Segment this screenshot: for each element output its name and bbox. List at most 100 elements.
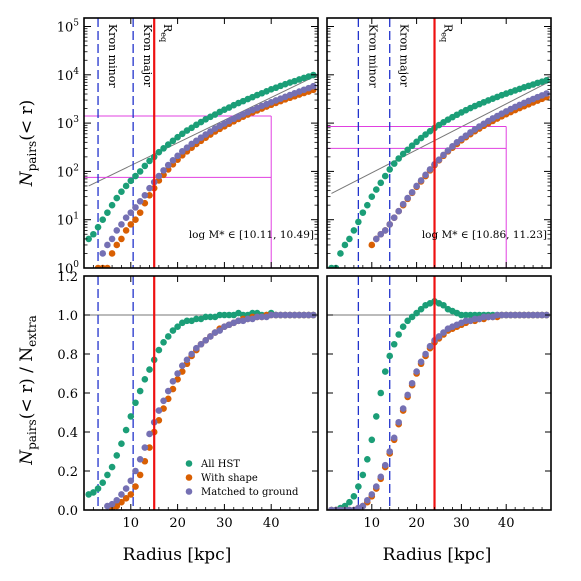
point-all-hst	[390, 340, 398, 348]
point-all-hst	[372, 413, 380, 420]
point-all-hst	[169, 327, 177, 334]
point-matched	[281, 311, 289, 319]
point-matched	[372, 235, 380, 243]
point-matched	[183, 356, 191, 364]
point-matched	[543, 90, 550, 97]
point-matched	[399, 200, 407, 208]
point-all-hst	[99, 216, 107, 224]
point-matched	[146, 430, 153, 438]
point-matched	[422, 350, 429, 358]
point-matched	[440, 329, 447, 336]
point-matched	[453, 139, 461, 146]
y-tick-label: 0.8	[57, 348, 78, 363]
y-tick-label: 1.0	[57, 309, 78, 324]
point-with-shape	[118, 235, 125, 243]
x-axis-label-left: Radius [kpc]	[123, 545, 232, 565]
kron-minor-label: Kron minor	[366, 24, 379, 88]
point-matched	[404, 194, 411, 202]
point-matched	[216, 327, 224, 334]
point-matched	[178, 148, 186, 155]
legend-marker-matched	[185, 488, 193, 495]
point-all-hst	[113, 194, 121, 202]
x-tick-label: 10	[364, 516, 381, 531]
y-top-sub: pairs	[25, 141, 39, 172]
point-matched	[426, 342, 434, 350]
point-all-hst	[413, 309, 420, 317]
point-matched	[381, 227, 389, 234]
point-all-hst	[141, 376, 149, 383]
point-matched	[104, 241, 111, 249]
point-matched	[300, 311, 308, 319]
point-all-hst	[118, 188, 125, 195]
y-bottom-sub: pairs	[25, 419, 39, 450]
point-with-shape	[104, 264, 111, 268]
point-with-shape	[136, 209, 144, 216]
point-all-hst	[381, 172, 389, 180]
y-tick-label: 0.2	[57, 465, 78, 480]
point-matched	[253, 313, 261, 321]
mass-annotation: log M* ∈ [10.86, 11.23]	[422, 229, 547, 241]
point-matched	[155, 172, 163, 180]
y-tick-label: 101	[57, 212, 79, 229]
point-matched	[386, 221, 394, 228]
point-matched	[386, 448, 394, 455]
power-law-line	[331, 80, 551, 194]
point-matched	[417, 358, 425, 366]
point-all-hst	[155, 148, 163, 156]
point-with-shape	[122, 495, 130, 502]
point-matched	[277, 311, 284, 319]
series-with-shape	[94, 86, 317, 268]
point-with-shape	[146, 444, 153, 451]
point-matched	[132, 467, 139, 475]
panel-bottom-right: 10 20 30 40	[326, 275, 552, 531]
point-all-hst	[381, 368, 389, 375]
point-with-shape	[146, 192, 153, 199]
plot-area	[84, 276, 318, 510]
point-all-hst	[216, 311, 224, 319]
point-all-hst	[359, 471, 367, 479]
legend-label-matched: Matched to ground	[201, 487, 299, 498]
panel-top-left: 100 101 102 103 104 105 Kron minor Kron major Re…	[57, 17, 319, 277]
point-with-shape	[368, 241, 376, 249]
point-all-hst	[346, 498, 353, 506]
point-all-hst	[164, 141, 172, 148]
series-all-hst	[328, 76, 550, 268]
x-tick-label: 30	[216, 516, 233, 531]
point-matched	[413, 368, 420, 375]
y-tick-label: 102	[57, 163, 79, 180]
point-matched	[174, 152, 181, 160]
point-all-hst	[364, 456, 371, 463]
y-top-main: N	[17, 170, 37, 187]
point-matched	[295, 311, 303, 319]
point-matched	[207, 333, 214, 340]
point-matched	[286, 311, 294, 319]
point-all-hst	[127, 413, 135, 420]
point-all-hst	[94, 223, 102, 231]
point-matched	[390, 434, 398, 442]
point-matched	[413, 182, 420, 190]
point-all-hst	[85, 235, 92, 243]
point-matched	[118, 221, 125, 228]
point-all-hst	[350, 493, 358, 500]
axes-frame	[83, 17, 319, 269]
kron-major-label: Kron major	[141, 24, 154, 88]
point-all-hst	[99, 479, 107, 487]
point-matched	[377, 230, 385, 238]
point-matched	[193, 344, 200, 352]
point-matched	[160, 397, 167, 405]
kron-minor-label: Kron minor	[106, 24, 119, 88]
point-all-hst	[108, 201, 116, 209]
point-all-hst	[127, 177, 135, 185]
point-all-hst	[395, 331, 402, 338]
y-bottom-sub2: extra	[25, 315, 39, 347]
point-all-hst	[377, 389, 385, 397]
y-bottom-mid: (< r) / N	[17, 347, 37, 420]
point-all-hst	[440, 301, 447, 309]
power-law-line	[88, 74, 318, 187]
point-all-hst	[132, 399, 139, 407]
point-all-hst	[368, 193, 376, 200]
panels: 100 101 102 103 104 105 Kron minor Kron major Re…	[57, 17, 552, 531]
req-label: Req	[159, 24, 174, 42]
legend-marker-all-hst	[185, 460, 193, 467]
